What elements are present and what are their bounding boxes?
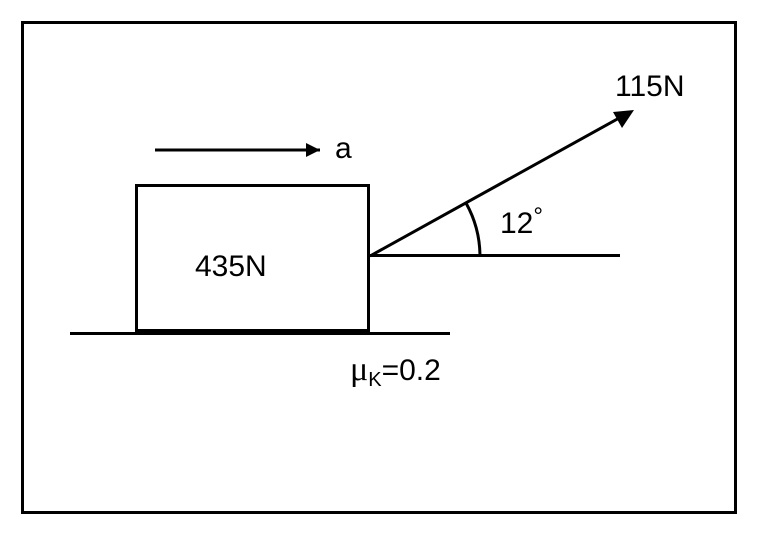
angle-value: 12 [500, 207, 533, 240]
mu-value: =0.2 [382, 354, 441, 387]
degree-symbol: ° [533, 203, 543, 230]
angle-label: 12° [500, 207, 543, 241]
mu-symbol: μ [350, 351, 368, 388]
friction-label: μK=0.2 [350, 351, 441, 389]
mu-subscript: K [368, 369, 381, 391]
angle-arc [0, 0, 758, 535]
